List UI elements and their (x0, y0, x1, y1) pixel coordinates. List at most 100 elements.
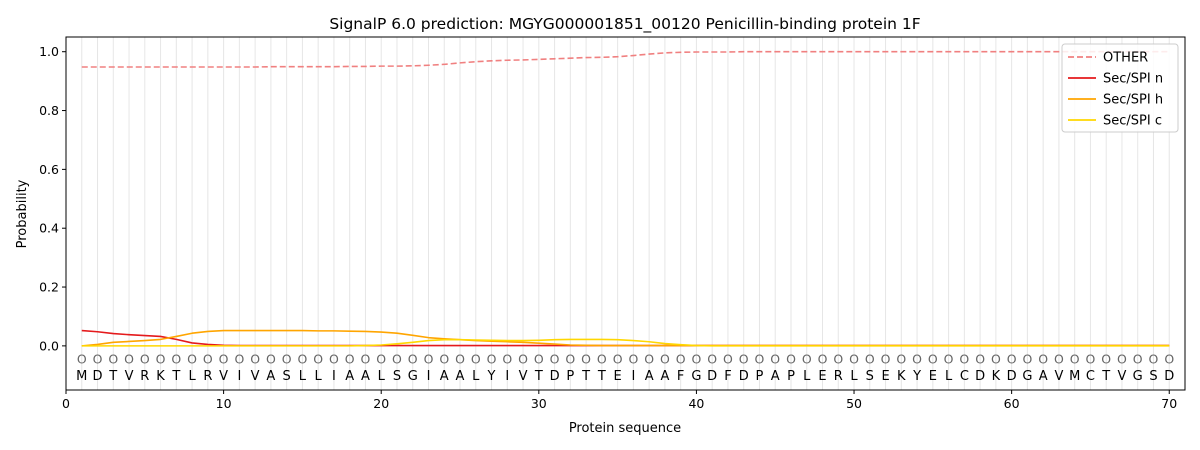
y-tick-label-0.8: 0.8 (39, 103, 59, 118)
region-marker-58: O (975, 352, 985, 367)
residue-4: V (125, 369, 134, 384)
residue-5: R (140, 369, 149, 384)
residue-16: L (315, 369, 323, 384)
residue-49: R (834, 369, 843, 384)
residue-12: V (251, 369, 260, 384)
x-tick-label-0: 0 (62, 396, 70, 411)
legend: OTHER Sec/SPI n Sec/SPI h Sec/SPI c (1061, 43, 1179, 133)
residue-63: V (1054, 369, 1063, 384)
residue-46: P (787, 369, 795, 384)
region-marker-30: O (534, 352, 544, 367)
region-marker-15: O (297, 352, 307, 367)
residue-48: E (818, 369, 826, 384)
region-marker-11: O (234, 352, 244, 367)
region-marker-10: O (219, 352, 229, 367)
region-marker-14: O (282, 352, 292, 367)
residue-70: D (1164, 369, 1174, 384)
region-marker-31: O (550, 352, 560, 367)
region-marker-2: O (93, 352, 103, 367)
residue-23: I (427, 369, 431, 384)
region-marker-59: O (991, 352, 1001, 367)
residue-38: A (660, 369, 669, 384)
region-marker-70: O (1164, 352, 1174, 367)
residue-58: D (975, 369, 985, 384)
plot-area (81, 50, 1170, 347)
region-marker-26: O (471, 352, 481, 367)
residue-37: A (645, 369, 654, 384)
region-marker-51: O (865, 352, 875, 367)
region-marker-69: O (1149, 352, 1159, 367)
residue-29: V (519, 369, 528, 384)
residue-67: V (1118, 369, 1127, 384)
residue-20: L (378, 369, 386, 384)
region-marker-19: O (361, 352, 371, 367)
residue-10: V (219, 369, 228, 384)
x-tick-label-70: 70 (1161, 396, 1177, 411)
residue-6: K (156, 369, 165, 384)
series-line-sec-spi-c (81, 338, 1170, 347)
region-marker-56: O (944, 352, 954, 367)
residue-59: K (992, 369, 1001, 384)
residue-51: S (866, 369, 874, 384)
region-marker-49: O (833, 352, 843, 367)
residue-8: L (188, 369, 196, 384)
region-marker-65: O (1086, 352, 1096, 367)
region-marker-27: O (487, 352, 497, 367)
region-marker-53: O (896, 352, 906, 367)
residue-26: L (472, 369, 480, 384)
region-marker-33: O (581, 352, 591, 367)
region-marker-46: O (786, 352, 796, 367)
residue-gridlines (81, 37, 1170, 390)
residue-50: L (850, 369, 858, 384)
residue-53: K (897, 369, 906, 384)
region-marker-39: O (676, 352, 686, 367)
region-marker-23: O (424, 352, 434, 367)
y-axis-label: Probability (15, 179, 30, 248)
residue-30: T (534, 369, 543, 384)
region-marker-64: O (1070, 352, 1080, 367)
x-axis-label: Protein sequence (569, 421, 681, 436)
residue-32: P (566, 369, 574, 384)
region-marker-67: O (1117, 352, 1127, 367)
residue-41: D (707, 369, 717, 384)
region-marker-36: O (628, 352, 638, 367)
residue-57: C (960, 369, 969, 384)
residue-45: A (771, 369, 780, 384)
region-marker-20: O (376, 352, 386, 367)
region-marker-37: O (644, 352, 654, 367)
region-marker-21: O (392, 352, 402, 367)
y-tick-label-0: 0.0 (39, 338, 59, 353)
x-tick-label-10: 10 (216, 396, 232, 411)
region-marker-40: O (692, 352, 702, 367)
residue-40: G (691, 369, 701, 384)
region-marker-50: O (849, 352, 859, 367)
region-marker-16: O (313, 352, 323, 367)
region-marker-32: O (565, 352, 575, 367)
region-marker-13: O (266, 352, 276, 367)
x-tick-label-30: 30 (531, 396, 547, 411)
region-marker-9: O (203, 352, 213, 367)
region-marker-55: O (928, 352, 938, 367)
x-tick-label-60: 60 (1004, 396, 1020, 411)
region-marker-44: O (755, 352, 765, 367)
region-marker-52: O (881, 352, 891, 367)
residue-62: A (1039, 369, 1048, 384)
region-marker-61: O (1022, 352, 1032, 367)
region-marker-60: O (1007, 352, 1017, 367)
region-marker-25: O (455, 352, 465, 367)
residue-56: L (945, 369, 953, 384)
residue-33: T (581, 369, 590, 384)
region-marker-63: O (1054, 352, 1064, 367)
region-marker-1: O (77, 352, 87, 367)
residue-55: E (929, 369, 937, 384)
series-line-other (81, 50, 1170, 68)
chart-title: SignalP 6.0 prediction: MGYG000001851_00… (329, 15, 920, 34)
region-marker-29: O (518, 352, 528, 367)
residue-65: C (1086, 369, 1095, 384)
residue-21: S (393, 369, 401, 384)
residue-44: P (756, 369, 764, 384)
residue-17: I (332, 369, 336, 384)
region-marker-34: O (597, 352, 607, 367)
y-tick-label-1: 1.0 (39, 44, 59, 59)
